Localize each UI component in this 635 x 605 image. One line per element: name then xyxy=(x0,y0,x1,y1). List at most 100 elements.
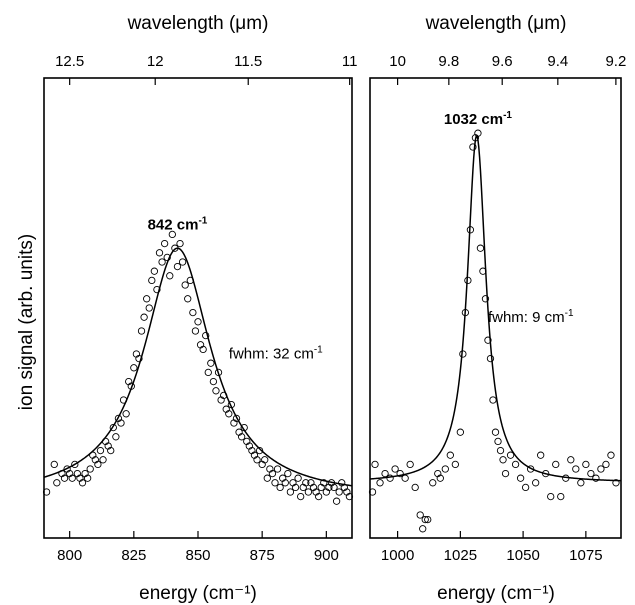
data-point xyxy=(176,239,184,248)
data-point xyxy=(186,276,194,285)
bottom-tick-label-850: 850 xyxy=(185,547,210,564)
data-point xyxy=(50,460,58,469)
data-point xyxy=(207,359,215,367)
data-point xyxy=(225,410,233,418)
data-point xyxy=(68,474,76,482)
data-point xyxy=(107,446,115,455)
bottom-tick-label-1050: 1050 xyxy=(506,547,539,564)
data-point xyxy=(135,354,143,363)
data-point xyxy=(401,474,409,482)
data-point xyxy=(294,474,302,482)
data-point xyxy=(168,230,176,239)
data-point xyxy=(314,492,323,501)
bottom-tick-label-825: 825 xyxy=(121,547,146,564)
data-point xyxy=(587,469,595,478)
data-point xyxy=(612,479,620,487)
data-point xyxy=(158,258,166,266)
data-point xyxy=(214,368,223,377)
data-point xyxy=(486,354,495,363)
data-point xyxy=(429,479,437,487)
panel-right-peak-label: 1032 cm-1 xyxy=(444,110,513,128)
data-point xyxy=(597,465,605,473)
data-point xyxy=(78,479,87,487)
panel-right-top-title: wavelength (μm) xyxy=(425,13,567,34)
data-point xyxy=(552,460,560,469)
data-point xyxy=(491,428,500,436)
data-point xyxy=(137,327,146,335)
data-point xyxy=(335,488,343,496)
panel-right-marks: 1000 1025 1050 1075 10 9.8 9.6 9.4 9.2 xyxy=(368,53,626,564)
data-point xyxy=(117,419,125,427)
data-point xyxy=(456,428,465,436)
data-point xyxy=(261,456,269,464)
data-point xyxy=(86,465,94,473)
data-point xyxy=(286,488,295,496)
data-point xyxy=(53,479,61,487)
panel-left-marks: 800 825 850 875 900 12.5 12 11.5 11 xyxy=(42,53,358,564)
data-point xyxy=(255,446,264,455)
top-tick-label-11.5: 11.5 xyxy=(234,53,262,70)
panel-left-peak-label-sup: -1 xyxy=(198,216,207,227)
data-point xyxy=(94,460,102,469)
data-point xyxy=(184,295,192,303)
data-point xyxy=(122,410,130,418)
panel-right-frame xyxy=(369,77,622,539)
data-point xyxy=(496,446,505,455)
data-point xyxy=(572,465,580,473)
data-point xyxy=(537,451,545,459)
data-point xyxy=(189,308,197,317)
data-point xyxy=(143,295,151,303)
data-point xyxy=(381,469,389,478)
data-point xyxy=(119,396,128,404)
data-point xyxy=(479,267,487,275)
data-point xyxy=(160,239,169,248)
data-point xyxy=(202,331,210,340)
data-point xyxy=(526,465,535,473)
data-point xyxy=(297,492,305,501)
data-point xyxy=(281,479,289,487)
data-point xyxy=(489,396,497,404)
bottom-tick-label-875: 875 xyxy=(250,547,275,564)
data-point xyxy=(96,446,105,455)
panel-left-top-title: wavelength (μm) xyxy=(127,13,269,34)
bottom-tick-label-1075: 1075 xyxy=(569,547,602,564)
data-point xyxy=(148,276,156,285)
data-point xyxy=(436,474,444,482)
top-tick-label-12.5: 12.5 xyxy=(55,53,84,70)
data-point xyxy=(237,433,246,441)
data-point xyxy=(99,456,107,464)
data-point xyxy=(209,377,218,386)
data-point xyxy=(276,483,284,492)
panel-right-fwhm-label-text: fwhm: 9 cm xyxy=(488,309,565,326)
data-point xyxy=(166,272,174,280)
data-point xyxy=(421,515,429,524)
data-point xyxy=(130,364,138,372)
panel-right-fwhm-label: fwhm: 9 cm-1 xyxy=(488,308,574,326)
data-point xyxy=(416,511,424,519)
panel-left-bottom-title: energy (cm⁻¹) xyxy=(139,583,257,604)
data-point xyxy=(547,492,555,501)
data-point xyxy=(469,143,477,151)
data-point xyxy=(253,456,261,464)
data-point xyxy=(304,488,313,496)
data-point xyxy=(60,474,69,482)
data-point xyxy=(171,244,179,252)
panel-left-fwhm-label: fwhm: 32 cm-1 xyxy=(229,345,323,363)
data-point xyxy=(181,281,189,289)
panel-left-fwhm-label-sup: -1 xyxy=(314,345,323,356)
data-point xyxy=(567,456,575,464)
panel-right-peak-label-sup: -1 xyxy=(503,110,512,121)
top-tick-label-9.6: 9.6 xyxy=(492,53,513,70)
data-point xyxy=(501,469,510,478)
data-point xyxy=(459,350,467,358)
data-point xyxy=(155,249,164,257)
data-point xyxy=(320,479,328,487)
data-point xyxy=(466,226,475,234)
top-tick-label-9.2: 9.2 xyxy=(605,53,626,70)
bottom-tick-label-800: 800 xyxy=(57,547,82,564)
data-point xyxy=(562,474,570,482)
top-tick-label-11: 11 xyxy=(342,53,358,70)
data-point xyxy=(109,423,117,432)
fit-curve xyxy=(369,135,622,482)
data-point xyxy=(506,451,515,459)
